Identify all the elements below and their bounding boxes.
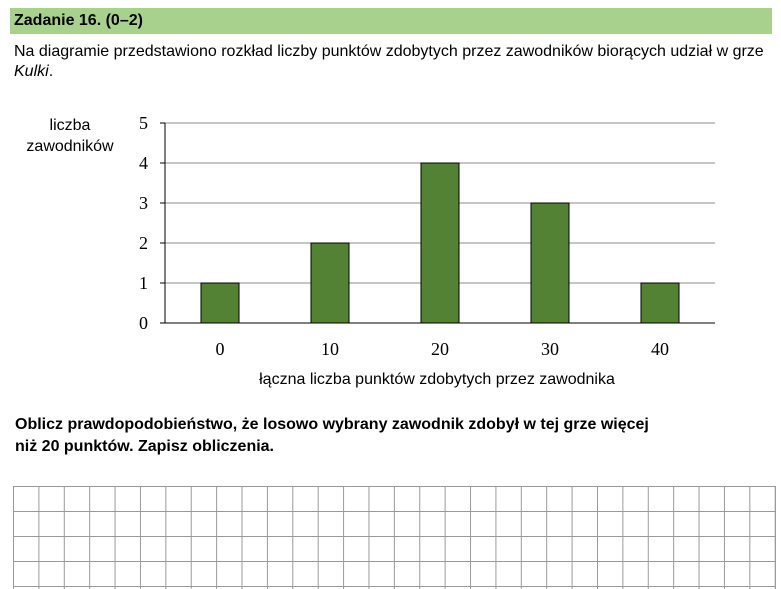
bar-10 xyxy=(310,242,350,324)
x-tick-label: 30 xyxy=(541,339,559,359)
bar-chart: liczba zawodników 0 1 2 3 4 5 0 10 20 30 40 łączn… xyxy=(26,113,715,388)
task-line-1: Oblicz prawdopodobieństwo, że losowo wyb… xyxy=(15,416,649,433)
y-axis-label-line1: liczba xyxy=(50,117,91,134)
y-tick-label: 3 xyxy=(139,193,148,213)
x-tick-labels: 0 10 20 30 40 xyxy=(216,339,670,359)
x-tick-label: 10 xyxy=(321,339,339,359)
game-name: Kulki xyxy=(14,63,49,80)
bar-30 xyxy=(530,202,570,324)
y-tick-label: 5 xyxy=(139,113,148,133)
y-tick-label: 0 xyxy=(139,313,148,333)
bar-40 xyxy=(640,282,680,324)
task-line-2: niż 20 punktów. Zapisz obliczenia. xyxy=(15,438,274,455)
bars xyxy=(200,162,680,324)
x-tick-label: 40 xyxy=(651,339,669,359)
y-axis-label-line2: zawodników xyxy=(26,138,114,155)
intro-end: . xyxy=(48,63,54,80)
task-title: Zadanie 16. (0–2) xyxy=(14,12,143,29)
x-axis-label: łączna liczba punktów zdobytych przez za… xyxy=(259,371,615,388)
intro-text: Na diagramie przedstawiono rozkład liczb… xyxy=(14,43,764,60)
task-instruction: Oblicz prawdopodobieństwo, że losowo wyb… xyxy=(15,414,775,458)
task-intro: Na diagramie przedstawiono rozkład liczb… xyxy=(14,42,774,82)
y-tick-label: 1 xyxy=(139,273,148,293)
task-header: Zadanie 16. (0–2) xyxy=(10,8,772,34)
bar-0 xyxy=(200,282,240,324)
x-tick-label: 20 xyxy=(431,339,449,359)
y-tick-labels: 0 1 2 3 4 5 xyxy=(139,113,165,333)
answer-grid[interactable] xyxy=(13,486,776,589)
y-tick-label: 2 xyxy=(139,233,148,253)
y-tick-label: 4 xyxy=(139,153,148,173)
bar-20 xyxy=(420,162,460,324)
x-tick-label: 0 xyxy=(216,339,225,359)
